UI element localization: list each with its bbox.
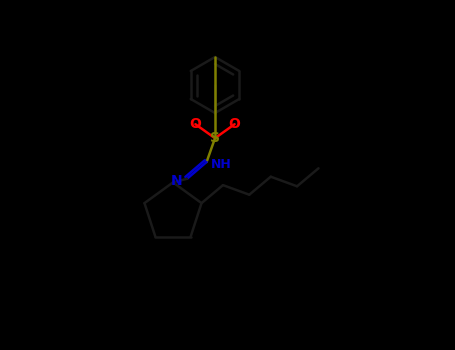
Text: O: O: [189, 117, 201, 131]
Text: NH: NH: [211, 158, 231, 170]
Text: N: N: [170, 174, 182, 188]
Text: S: S: [210, 131, 220, 145]
Text: O: O: [229, 117, 241, 131]
